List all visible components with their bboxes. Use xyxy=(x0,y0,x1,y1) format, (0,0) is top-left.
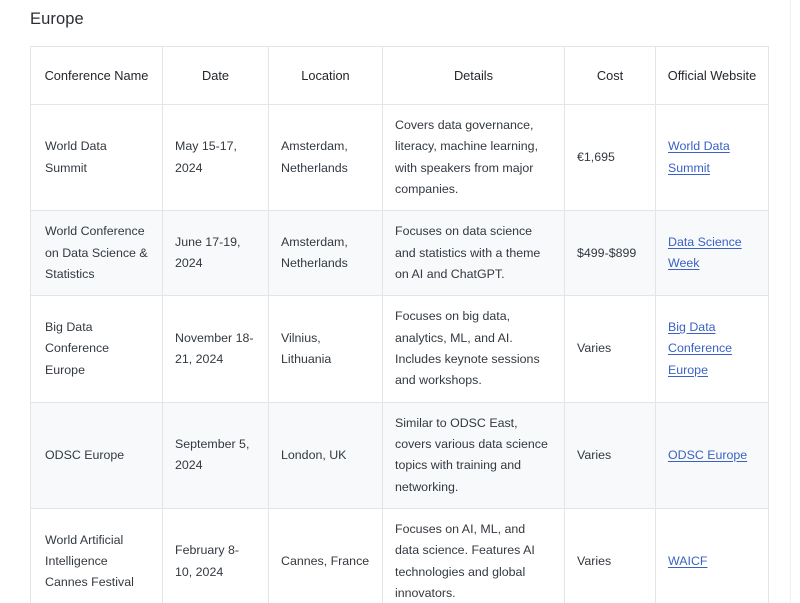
cell-location: Cannes, France xyxy=(268,507,383,603)
cell-cost: $499-$899 xyxy=(564,210,656,297)
official-website-link[interactable]: WAICF xyxy=(668,553,708,568)
cell-conference-name: World Conference on Data Science & Stati… xyxy=(30,210,163,297)
column-header-official-website: Official Website xyxy=(655,46,769,105)
cell-conference-name: World Data Summit xyxy=(30,103,163,212)
column-header-date: Date xyxy=(162,46,269,105)
cell-date: May 15-17, 2024 xyxy=(162,103,269,212)
cell-conference-name: ODSC Europe xyxy=(30,401,163,509)
cell-date: November 18-21, 2024 xyxy=(162,295,269,403)
table-header-row: Conference Name Date Location Details Co… xyxy=(30,46,769,105)
official-website-link[interactable]: Data Science Week xyxy=(668,234,742,271)
content-container-edge xyxy=(790,0,791,603)
cell-date: September 5, 2024 xyxy=(162,401,269,509)
cell-details: Focuses on big data, analytics, ML, and … xyxy=(382,295,565,403)
cell-official-website: ODSC Europe xyxy=(655,401,769,509)
cell-cost: Varies xyxy=(564,401,656,509)
page-title: Europe xyxy=(30,10,84,28)
official-website-link[interactable]: ODSC Europe xyxy=(668,447,748,462)
table-row: Big Data Conference Europe November 18-2… xyxy=(30,295,769,403)
conference-table-container: Conference Name Date Location Details Co… xyxy=(30,46,769,603)
cell-details: Focuses on data science and statistics w… xyxy=(382,210,565,297)
cell-details: Covers data governance, literacy, machin… xyxy=(382,103,565,212)
cell-cost: Varies xyxy=(564,507,656,603)
official-website-link[interactable]: World Data Summit xyxy=(668,139,730,175)
column-header-location: Location xyxy=(268,46,383,105)
cell-location: Amsterdam, Netherlands xyxy=(268,103,383,212)
cell-date: February 8-10, 2024 xyxy=(162,507,269,603)
official-website-link[interactable]: Big Data Conference Europe xyxy=(668,319,733,377)
cell-official-website: WAICF xyxy=(655,507,769,603)
cell-cost: €1,695 xyxy=(564,103,656,212)
cell-official-website: Data Science Week xyxy=(655,210,769,297)
cell-official-website: World Data Summit xyxy=(655,103,769,212)
column-header-details: Details xyxy=(382,46,565,105)
cell-conference-name: Big Data Conference Europe xyxy=(30,295,163,403)
cell-details: Focuses on AI, ML, and data science. Fea… xyxy=(382,507,565,603)
column-header-conference-name: Conference Name xyxy=(30,46,163,105)
table-row: World Artificial Intelligence Cannes Fes… xyxy=(30,507,769,603)
cell-location: London, UK xyxy=(268,401,383,509)
cell-conference-name: World Artificial Intelligence Cannes Fes… xyxy=(30,507,163,603)
table-header: Conference Name Date Location Details Co… xyxy=(30,46,769,105)
cell-location: Vilnius, Lithuania xyxy=(268,295,383,403)
table-row: ODSC Europe September 5, 2024 London, UK… xyxy=(30,401,769,509)
cell-cost: Varies xyxy=(564,295,656,403)
table-body: World Data Summit May 15-17, 2024 Amster… xyxy=(30,103,769,603)
table-row: World Conference on Data Science & Stati… xyxy=(30,210,769,297)
column-header-cost: Cost xyxy=(564,46,656,105)
conference-table: Conference Name Date Location Details Co… xyxy=(30,46,769,603)
cell-location: Amsterdam, Netherlands xyxy=(268,210,383,297)
cell-details: Similar to ODSC East, covers various dat… xyxy=(382,401,565,509)
cell-date: June 17-19, 2024 xyxy=(162,210,269,297)
cell-official-website: Big Data Conference Europe xyxy=(655,295,769,403)
table-row: World Data Summit May 15-17, 2024 Amster… xyxy=(30,103,769,212)
